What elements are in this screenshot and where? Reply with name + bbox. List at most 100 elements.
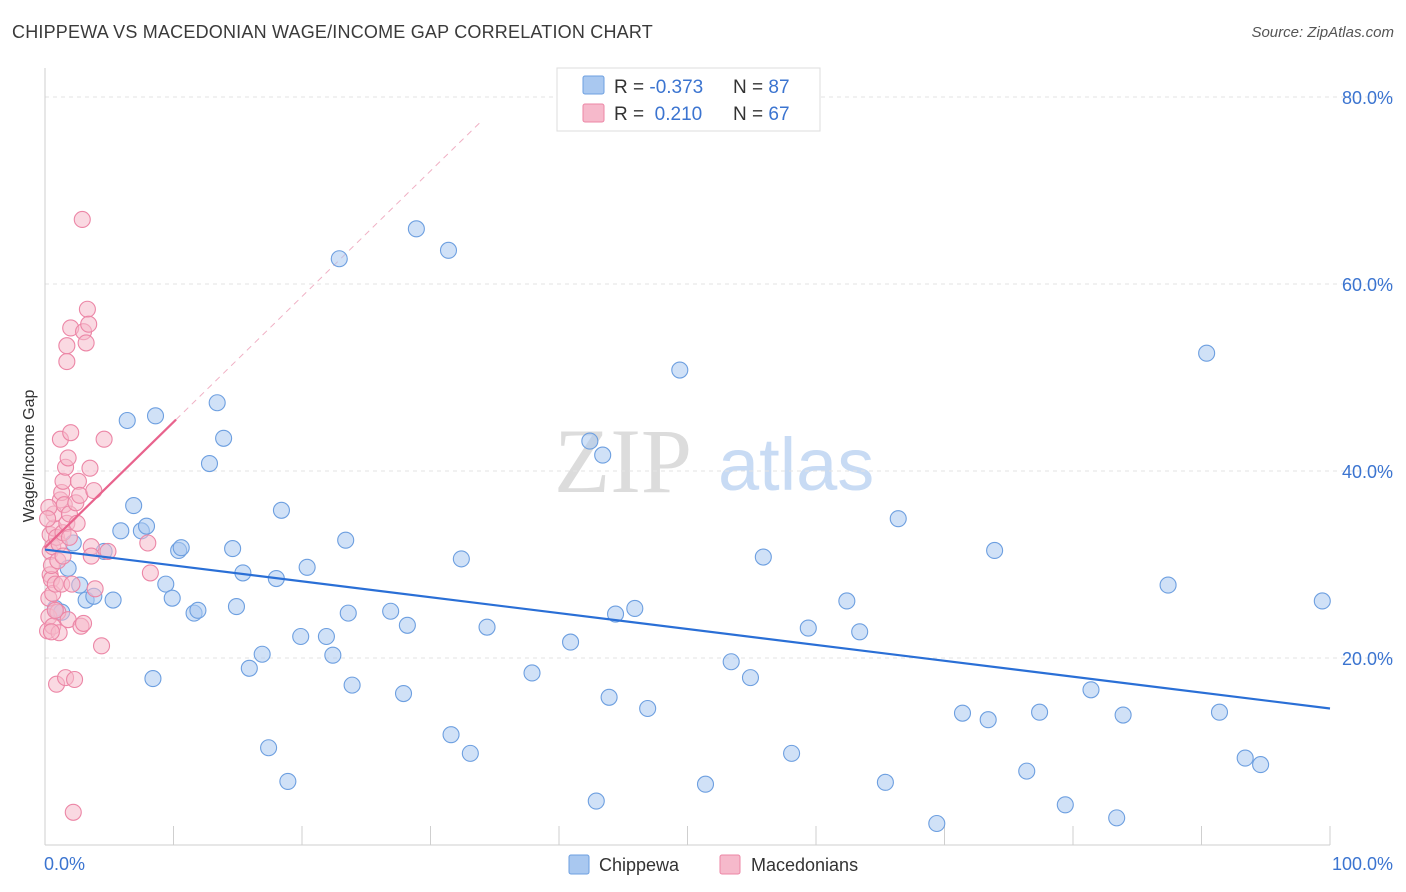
legend-swatch-chippewa — [582, 75, 605, 95]
chippewa-point — [343, 676, 361, 694]
macedonians-point — [86, 580, 104, 598]
chippewa-point — [1108, 809, 1126, 827]
y-tick-labels: 20.0% 40.0% 60.0% 80.0% — [1342, 88, 1393, 669]
legend-n-value-macedonians: 67 — [768, 104, 789, 125]
chippewa-point — [112, 522, 130, 540]
chippewa-point — [398, 616, 416, 634]
chippewa-point — [394, 684, 413, 703]
chippewa-point — [298, 558, 316, 576]
chippewa-point — [1031, 703, 1049, 721]
chippewa-point — [339, 604, 357, 622]
legend-n-value-chippewa: 87 — [768, 77, 789, 98]
chippewa-point — [639, 699, 657, 718]
chippewa-point — [1313, 592, 1331, 610]
macedonians-point — [42, 623, 60, 641]
macedonians-point — [80, 315, 98, 333]
macedonians-point — [63, 575, 81, 593]
x-tick-label: 100.0% — [1332, 854, 1393, 874]
chippewa-point — [838, 592, 856, 610]
chippewa-point — [953, 704, 972, 722]
y-tick-label: 20.0% — [1342, 649, 1393, 669]
chippewa-point — [1198, 344, 1216, 362]
chippewa-point — [1210, 703, 1229, 721]
chippewa-point — [118, 411, 136, 430]
chippewa-point — [317, 627, 335, 646]
macedonians-point — [54, 472, 72, 490]
chippewa-point — [240, 659, 258, 677]
trend-extension — [175, 120, 483, 420]
svg-text:N = 67: N = 67 — [733, 104, 790, 125]
chippewa-point — [227, 598, 246, 616]
trend-lines — [44, 418, 1331, 710]
chippewa-point — [722, 653, 740, 671]
chippewa-point — [172, 539, 190, 557]
chippewa-point — [104, 591, 122, 609]
chippewa-point — [407, 220, 425, 238]
svg-text:R = 0.210: R = 0.210 — [614, 104, 702, 125]
x-tick-label: 0.0% — [44, 854, 85, 874]
macedonians-point — [99, 542, 117, 560]
chippewa-point — [253, 645, 271, 663]
chippewa-point — [452, 550, 470, 568]
chippewa-point — [157, 575, 175, 593]
legend-r-label: R = — [614, 77, 649, 98]
macedonians-point — [139, 534, 157, 552]
macedonians-point — [92, 637, 111, 655]
chippewa-point — [337, 531, 355, 549]
chippewa-point — [600, 688, 618, 706]
chippewa-point — [523, 664, 541, 682]
legend-item-chippewa-swatch — [568, 854, 590, 875]
macedonians-point — [85, 482, 103, 500]
macedonians-point — [62, 424, 80, 442]
legend-item-macedonians-swatch — [719, 854, 741, 875]
watermark-atlas: atlas — [718, 423, 874, 506]
chippewa-point — [581, 432, 599, 450]
chippewa-point — [215, 429, 233, 447]
legend-r-value-chippewa: -0.373 — [649, 77, 703, 98]
chippewa-point — [461, 744, 479, 762]
chippewa-point — [1056, 796, 1074, 814]
macedonians-point — [81, 459, 99, 477]
macedonians-point — [46, 601, 64, 619]
chippewa-point — [224, 540, 242, 558]
chippewa-point — [876, 773, 894, 791]
macedonians-trend-extension — [175, 120, 483, 420]
chippewa-point — [260, 739, 278, 757]
chippewa-point — [163, 589, 181, 607]
macedonians-point — [64, 803, 82, 821]
chippewa-point — [125, 497, 143, 515]
chippewa-point — [626, 599, 644, 617]
y-tick-label: 60.0% — [1342, 275, 1393, 295]
chippewa-point — [979, 711, 997, 729]
legend-swatch-macedonians — [582, 103, 605, 123]
macedonians-point — [75, 614, 93, 632]
macedonians-point — [39, 510, 57, 528]
chippewa-point — [741, 669, 760, 687]
macedonians-point — [141, 564, 159, 582]
chippewa-point — [606, 605, 625, 623]
svg-text:N = 87: N = 87 — [733, 77, 790, 98]
macedonians-point — [95, 430, 113, 448]
axes — [44, 68, 1331, 846]
chippewa-point — [1114, 706, 1132, 724]
chippewa-point — [986, 541, 1004, 560]
chippewa-point — [1252, 756, 1270, 774]
chippewa-point — [324, 646, 342, 664]
series-macedonians-points — [39, 210, 159, 821]
chippewa-point — [587, 792, 605, 810]
macedonians-point — [77, 334, 95, 352]
chippewa-point — [671, 361, 689, 379]
chippewa-point — [382, 602, 400, 620]
chippewa-point — [594, 446, 612, 464]
macedonians-point — [59, 449, 77, 467]
chippewa-point — [799, 619, 817, 637]
chippewa-point — [272, 501, 290, 519]
chippewa-point — [146, 407, 165, 425]
chippewa-point — [1236, 749, 1254, 767]
chippewa-point — [208, 394, 226, 412]
macedonians-point — [66, 670, 84, 689]
y-axis-title: Wage/Income Gap — [21, 390, 38, 523]
chippewa-point — [562, 633, 580, 651]
legend-n-label: N = — [733, 104, 768, 125]
watermark-zip: ZIP — [554, 410, 692, 512]
